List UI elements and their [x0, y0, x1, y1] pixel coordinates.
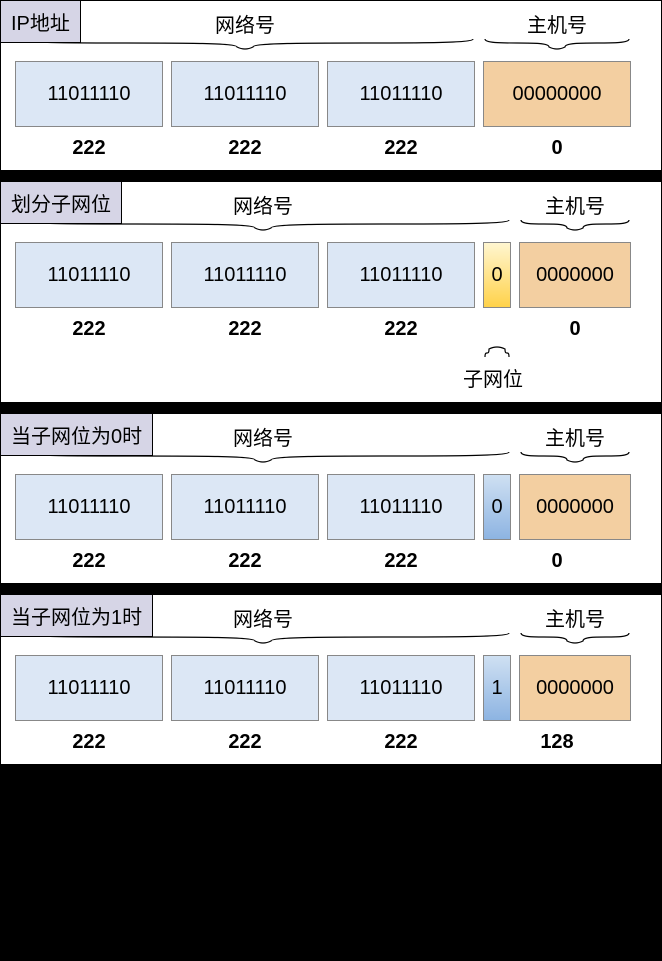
octets-row: 11011110110111101101111010000000 [1, 655, 661, 721]
network-octet: 11011110 [15, 655, 163, 721]
network-brace [15, 37, 475, 53]
decimal-value: 222 [327, 318, 475, 341]
host-brace [483, 37, 631, 53]
subnet-brace-row [1, 343, 661, 361]
decimal-value: 0 [483, 550, 631, 573]
panel-title: IP地址 [0, 0, 81, 43]
host-brace [519, 450, 631, 466]
network-octet: 11011110 [171, 61, 319, 127]
decimal-row: 222 222 222 0 [1, 318, 661, 341]
network-octet: 11011110 [327, 242, 475, 308]
subnet-bit: 0 [483, 474, 511, 540]
decimal-value [483, 318, 511, 341]
network-octet: 11011110 [327, 474, 475, 540]
network-octet: 11011110 [327, 655, 475, 721]
network-octet: 11011110 [171, 655, 319, 721]
decimal-value: 222 [171, 318, 319, 341]
decimal-value: 222 [171, 550, 319, 573]
host-label: 主机号 [545, 422, 605, 451]
network-octet: 11011110 [171, 474, 319, 540]
panel: IP地址网络号主机号 11011110110111101101111000000… [0, 0, 662, 171]
decimal-value: 0 [483, 137, 631, 160]
subnet-brace [483, 343, 511, 361]
network-octet: 11011110 [15, 242, 163, 308]
network-label: 网络号 [233, 422, 293, 451]
network-octet: 11011110 [15, 61, 163, 127]
decimal-value: 222 [327, 550, 475, 573]
octets-row: 11011110110111101101111000000000 [1, 474, 661, 540]
octets-row: 11011110110111101101111000000000 [1, 61, 661, 127]
decimal-value: 222 [15, 137, 163, 160]
panel: 划分子网位网络号主机号 1101111011011110110111100000… [0, 181, 662, 403]
panel-title: 当子网位为0时 [0, 413, 153, 456]
decimal-value: 0 [519, 318, 631, 341]
network-label: 网络号 [233, 190, 293, 219]
decimal-value: 128 [483, 731, 631, 754]
subnet-label-row: 子网位 [1, 363, 661, 392]
panel-title: 当子网位为1时 [0, 594, 153, 637]
subnet-label: 子网位 [463, 363, 523, 392]
host-octet: 0000000 [519, 242, 631, 308]
host-label: 主机号 [527, 9, 587, 38]
decimal-row: 222 222 222 0 [1, 550, 661, 573]
network-label: 网络号 [233, 603, 293, 632]
decimal-value: 222 [327, 137, 475, 160]
decimal-value: 222 [15, 550, 163, 573]
network-label: 网络号 [215, 9, 275, 38]
host-octet: 0000000 [519, 655, 631, 721]
host-octet: 00000000 [483, 61, 631, 127]
decimal-value: 222 [15, 731, 163, 754]
network-octet: 11011110 [327, 61, 475, 127]
decimal-value: 222 [327, 731, 475, 754]
decimal-value: 222 [171, 731, 319, 754]
decimal-value: 222 [15, 318, 163, 341]
header-labels: 网络号 主机号 [1, 1, 661, 37]
network-octet: 11011110 [171, 242, 319, 308]
panel: 当子网位为0时网络号主机号 11011110110111101101111000… [0, 413, 662, 584]
host-brace [519, 631, 631, 647]
decimal-value: 222 [171, 137, 319, 160]
subnet-bit: 1 [483, 655, 511, 721]
octets-row: 11011110110111101101111000000000 [1, 242, 661, 308]
network-octet: 11011110 [15, 474, 163, 540]
subnet-bit: 0 [483, 242, 511, 308]
host-octet: 0000000 [519, 474, 631, 540]
host-label: 主机号 [545, 190, 605, 219]
panel: 当子网位为1时网络号主机号 11011110110111101101111010… [0, 594, 662, 765]
host-label: 主机号 [545, 603, 605, 632]
top-brace-row [1, 37, 661, 57]
panel-title: 划分子网位 [0, 181, 122, 224]
decimal-row: 222 222 222 0 [1, 137, 661, 160]
host-brace [519, 218, 631, 234]
decimal-row: 222 222 222 128 [1, 731, 661, 754]
